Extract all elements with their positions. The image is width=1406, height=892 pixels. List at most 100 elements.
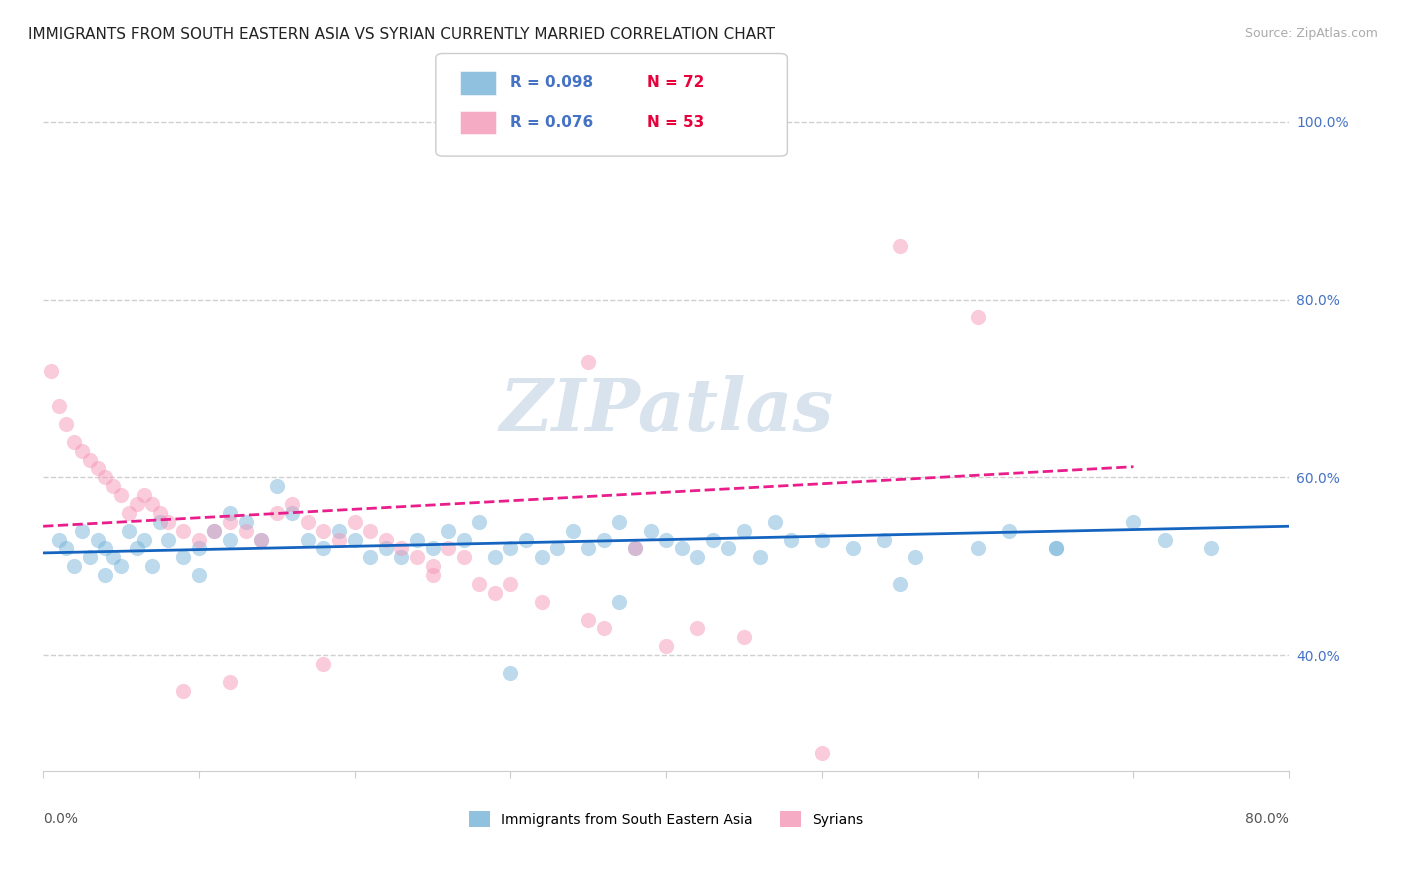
Point bbox=[515, 533, 537, 547]
Point bbox=[499, 665, 522, 680]
Point bbox=[686, 622, 709, 636]
Point bbox=[312, 657, 335, 671]
Text: R = 0.098: R = 0.098 bbox=[510, 76, 593, 90]
Point bbox=[609, 515, 631, 529]
Point bbox=[717, 541, 740, 556]
Text: 80.0%: 80.0% bbox=[1246, 813, 1289, 826]
Text: Source: ZipAtlas.com: Source: ZipAtlas.com bbox=[1244, 27, 1378, 40]
Point bbox=[149, 515, 172, 529]
Point bbox=[406, 550, 429, 565]
Point bbox=[702, 533, 724, 547]
Point bbox=[468, 577, 491, 591]
Point bbox=[437, 524, 460, 538]
Point bbox=[187, 541, 209, 556]
Point bbox=[187, 568, 209, 582]
Point bbox=[811, 746, 834, 760]
Point bbox=[172, 550, 194, 565]
Point bbox=[422, 568, 444, 582]
Point bbox=[437, 541, 460, 556]
Point bbox=[359, 550, 381, 565]
Point bbox=[406, 533, 429, 547]
Point bbox=[48, 533, 70, 547]
Text: IMMIGRANTS FROM SOUTH EASTERN ASIA VS SYRIAN CURRENTLY MARRIED CORRELATION CHART: IMMIGRANTS FROM SOUTH EASTERN ASIA VS SY… bbox=[28, 27, 775, 42]
Point bbox=[593, 533, 616, 547]
Point bbox=[624, 541, 647, 556]
Point bbox=[576, 541, 599, 556]
Point bbox=[125, 541, 148, 556]
Point bbox=[779, 533, 801, 547]
Point bbox=[63, 559, 86, 574]
Point bbox=[889, 577, 911, 591]
Point bbox=[110, 559, 132, 574]
Point bbox=[374, 533, 396, 547]
Point bbox=[640, 524, 662, 538]
Point bbox=[1045, 541, 1067, 556]
Point bbox=[70, 443, 93, 458]
Point bbox=[281, 497, 304, 511]
Text: R = 0.076: R = 0.076 bbox=[510, 115, 593, 129]
Point bbox=[250, 533, 273, 547]
Point bbox=[172, 683, 194, 698]
Point bbox=[118, 506, 141, 520]
Point bbox=[374, 541, 396, 556]
Point bbox=[110, 488, 132, 502]
Point bbox=[204, 524, 226, 538]
Point bbox=[359, 524, 381, 538]
Point bbox=[561, 524, 583, 538]
Text: 0.0%: 0.0% bbox=[44, 813, 79, 826]
Point bbox=[873, 533, 896, 547]
Point bbox=[609, 595, 631, 609]
Point bbox=[94, 470, 117, 484]
Point bbox=[499, 577, 522, 591]
Legend: Immigrants from South Eastern Asia, Syrians: Immigrants from South Eastern Asia, Syri… bbox=[464, 805, 869, 833]
Point bbox=[593, 622, 616, 636]
Point bbox=[235, 524, 257, 538]
Point bbox=[125, 497, 148, 511]
Point bbox=[328, 533, 350, 547]
Point bbox=[389, 550, 412, 565]
Point bbox=[134, 488, 156, 502]
Point bbox=[156, 533, 179, 547]
Point bbox=[546, 541, 568, 556]
Point bbox=[453, 533, 475, 547]
Point bbox=[187, 533, 209, 547]
Point bbox=[422, 541, 444, 556]
Point bbox=[219, 515, 242, 529]
Point bbox=[422, 559, 444, 574]
Point bbox=[266, 506, 288, 520]
Point bbox=[966, 310, 988, 325]
Point bbox=[484, 550, 506, 565]
Point bbox=[530, 595, 553, 609]
Point bbox=[530, 550, 553, 565]
Point bbox=[141, 559, 163, 574]
Point bbox=[103, 550, 125, 565]
Point bbox=[733, 524, 755, 538]
Point bbox=[312, 541, 335, 556]
Text: N = 53: N = 53 bbox=[647, 115, 704, 129]
Point bbox=[48, 399, 70, 413]
Point bbox=[576, 355, 599, 369]
Point bbox=[86, 533, 108, 547]
Point bbox=[998, 524, 1021, 538]
Point bbox=[811, 533, 834, 547]
Point bbox=[904, 550, 927, 565]
Point bbox=[55, 541, 77, 556]
Point bbox=[94, 541, 117, 556]
Point bbox=[79, 452, 101, 467]
Point bbox=[219, 533, 242, 547]
Point bbox=[172, 524, 194, 538]
Point bbox=[655, 533, 678, 547]
Point bbox=[86, 461, 108, 475]
Point bbox=[297, 515, 319, 529]
Point bbox=[118, 524, 141, 538]
Point bbox=[250, 533, 273, 547]
Point bbox=[655, 639, 678, 653]
Point bbox=[1201, 541, 1223, 556]
Text: ZIPatlas: ZIPatlas bbox=[499, 375, 834, 446]
Point bbox=[312, 524, 335, 538]
Point bbox=[94, 568, 117, 582]
Point bbox=[149, 506, 172, 520]
Point bbox=[103, 479, 125, 493]
Point bbox=[134, 533, 156, 547]
Point bbox=[70, 524, 93, 538]
